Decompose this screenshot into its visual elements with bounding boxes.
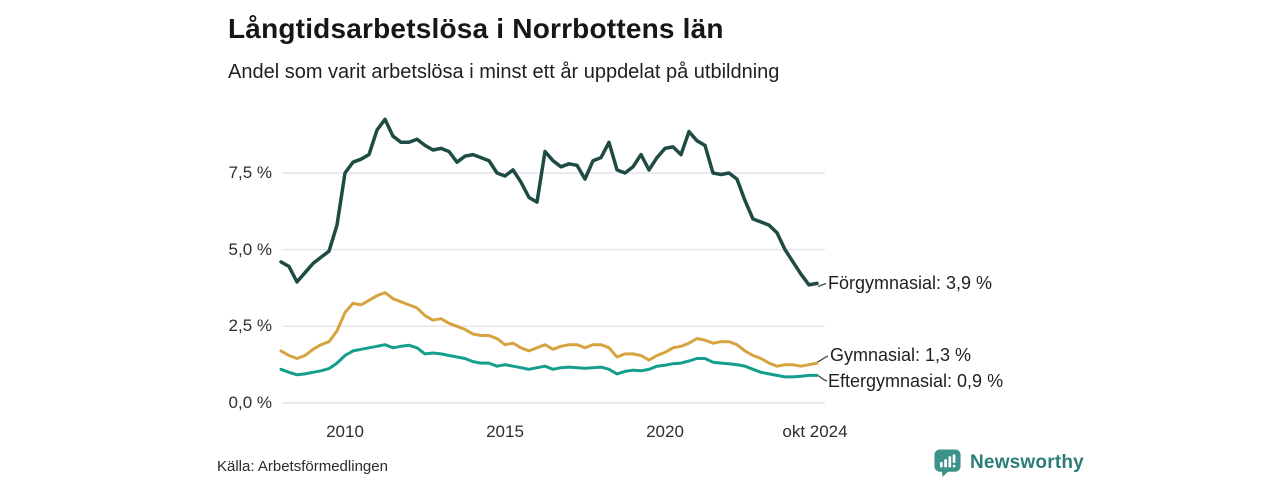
- series-label-gymnasial: Gymnasial: 1,3 %: [830, 345, 972, 365]
- source-note: Källa: Arbetsförmedlingen: [217, 458, 388, 475]
- y-axis-tick-0-0: 0,0 %: [228, 393, 272, 412]
- x-axis-tick-2010: 2010: [326, 422, 364, 441]
- series-label-eftergymnasial: Eftergymnasial: 0,9 %: [828, 371, 1004, 391]
- label-connector-gymnasial: [816, 355, 829, 363]
- y-axis-tick-2-5: 2,5 %: [228, 316, 272, 335]
- newsworthy-wordmark: Newsworthy: [970, 452, 1084, 473]
- x-axis-tick-2020: 2020: [646, 422, 684, 441]
- label-connector-forgymnasial: [817, 282, 827, 288]
- series-line-forgymnasial: [279, 117, 819, 287]
- x-axis-tick-2015: 2015: [486, 422, 524, 441]
- series-line-eftergymnasial: [279, 343, 819, 379]
- chart-title: Långtidsarbetslösa i Norrbottens län: [228, 13, 724, 44]
- y-axis-tick-7-5: 7,5 %: [228, 163, 272, 182]
- newsworthy-logo: Newsworthy: [933, 448, 1084, 478]
- x-axis-tick-okt-2024: okt 2024: [782, 422, 848, 441]
- y-axis-tick-5-0: 5,0 %: [228, 240, 272, 259]
- series-label-forgymnasial: Förgymnasial: 3,9 %: [828, 273, 993, 293]
- bar-chart-speech-bubble-icon: [934, 449, 961, 478]
- series-line-gymnasial: [279, 291, 819, 368]
- chart-subtitle: Andel som varit arbetslösa i minst ett å…: [228, 61, 780, 83]
- label-connector-eftergymnasial: [816, 374, 828, 382]
